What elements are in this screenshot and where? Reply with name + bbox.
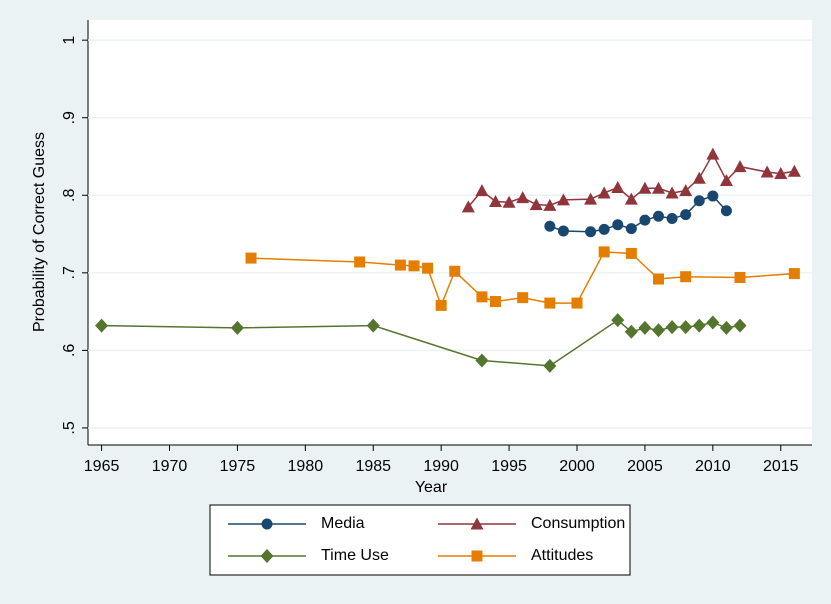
marker xyxy=(517,292,529,304)
marker xyxy=(475,184,489,197)
legend-marker xyxy=(470,517,484,530)
legend-label: Media xyxy=(321,515,365,532)
marker xyxy=(719,174,733,187)
legend-marker xyxy=(260,549,274,563)
legend-marker xyxy=(471,550,483,562)
marker xyxy=(475,353,489,368)
marker xyxy=(571,297,583,309)
marker xyxy=(707,190,719,202)
marker xyxy=(624,324,638,339)
marker xyxy=(788,268,800,280)
x-tick-label: 2010 xyxy=(695,458,731,475)
x-tick-label: 1980 xyxy=(288,458,324,475)
marker xyxy=(354,256,366,268)
x-tick-label: 1975 xyxy=(220,458,256,475)
x-tick-label: 2015 xyxy=(763,458,799,475)
marker xyxy=(653,210,665,222)
marker xyxy=(584,192,598,205)
marker xyxy=(734,271,746,283)
marker xyxy=(760,165,774,178)
plot-area xyxy=(88,20,812,445)
marker xyxy=(774,167,788,180)
marker xyxy=(598,246,610,258)
marker xyxy=(95,318,109,333)
marker xyxy=(611,313,625,328)
marker xyxy=(706,315,720,330)
y-axis-title: Probability of Correct Guess xyxy=(31,132,48,332)
marker xyxy=(720,205,732,217)
marker xyxy=(489,194,503,207)
marker xyxy=(639,214,651,226)
marker xyxy=(638,320,652,335)
y-tick-label: .5 xyxy=(61,421,78,434)
marker xyxy=(408,260,420,272)
marker xyxy=(557,225,569,237)
marker xyxy=(556,193,570,206)
marker xyxy=(422,262,434,274)
legend-label: Attitudes xyxy=(531,547,593,564)
y-tick-label: .8 xyxy=(61,189,78,202)
marker xyxy=(652,181,666,194)
marker xyxy=(679,320,693,335)
marker xyxy=(638,181,652,194)
marker xyxy=(625,223,637,235)
marker xyxy=(230,320,244,335)
x-tick-label: 1985 xyxy=(355,458,391,475)
marker xyxy=(679,184,693,197)
y-tick-label: 1 xyxy=(61,36,78,45)
legend-label: Time Use xyxy=(321,547,389,564)
marker xyxy=(680,271,692,283)
marker xyxy=(692,171,706,184)
marker xyxy=(544,297,556,309)
marker xyxy=(733,160,747,173)
marker xyxy=(787,164,801,177)
marker xyxy=(516,191,530,204)
marker xyxy=(653,273,665,285)
marker xyxy=(680,209,692,221)
x-tick-label: 1990 xyxy=(423,458,459,475)
x-tick-label: 2000 xyxy=(559,458,595,475)
marker xyxy=(611,181,625,194)
marker xyxy=(612,219,624,231)
marker xyxy=(245,252,257,264)
marker xyxy=(598,223,610,235)
x-tick-label: 1995 xyxy=(491,458,527,475)
marker xyxy=(476,291,488,303)
marker xyxy=(366,318,380,333)
marker xyxy=(585,226,597,238)
marker xyxy=(435,299,447,311)
marker xyxy=(652,323,666,338)
marker xyxy=(666,213,678,225)
marker xyxy=(543,358,557,373)
x-tick-label: 1970 xyxy=(152,458,188,475)
marker xyxy=(693,195,705,207)
marker xyxy=(624,192,638,205)
x-tick-label: 2005 xyxy=(627,458,663,475)
y-tick-label: .6 xyxy=(61,344,78,357)
marker xyxy=(665,186,679,199)
x-axis-title: Year xyxy=(415,479,448,496)
marker xyxy=(461,200,475,213)
marker xyxy=(502,195,516,208)
marker xyxy=(625,247,637,259)
marker xyxy=(597,186,611,199)
marker xyxy=(719,320,733,335)
marker xyxy=(733,318,747,333)
legend-marker xyxy=(261,518,273,530)
marker xyxy=(544,220,556,232)
x-tick-label: 1965 xyxy=(84,458,120,475)
marker xyxy=(394,259,406,271)
marker xyxy=(692,318,706,333)
y-tick-label: .7 xyxy=(61,266,78,279)
marker xyxy=(706,147,720,160)
legend xyxy=(209,504,631,576)
y-tick-label: .9 xyxy=(61,111,78,124)
marker xyxy=(449,265,461,277)
marker xyxy=(543,198,557,211)
legend-label: Consumption xyxy=(531,515,625,532)
marker xyxy=(490,296,502,308)
marker xyxy=(665,320,679,335)
marker xyxy=(529,198,543,211)
